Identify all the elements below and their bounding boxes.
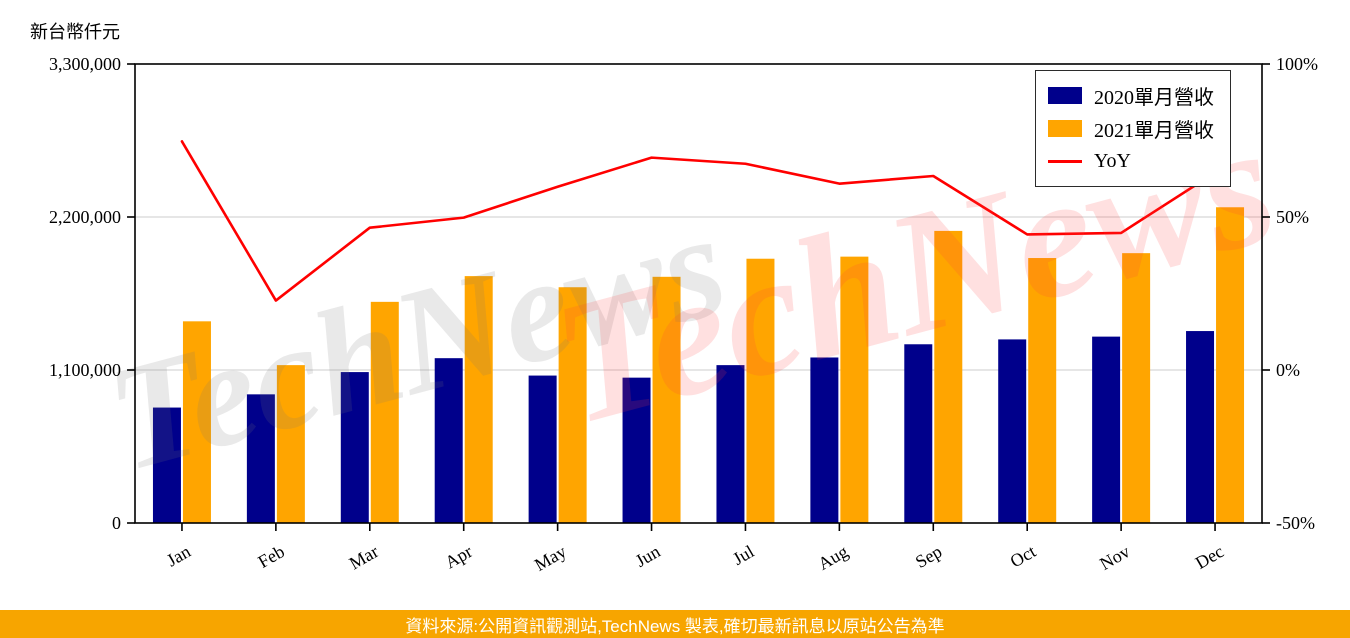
yoy-line — [180, 140, 1217, 302]
left-tick-label: 0 — [112, 513, 121, 533]
x-tick-label-Nov: Nov — [1096, 541, 1133, 574]
bar-2021單月營收-Mar — [370, 301, 399, 523]
left-axis-unit-label: 新台幣仟元 — [30, 22, 120, 42]
legend-label-yoy: YoY — [1094, 150, 1131, 172]
legend-label-2021: 2021單月營收 — [1094, 120, 1214, 142]
bar-2020單月營收-Jul — [716, 365, 745, 523]
legend-item-2021: 2021單月營收 — [1048, 112, 1214, 145]
x-tick-label-Jan: Jan — [163, 541, 194, 570]
right-tick-label: 100% — [1276, 54, 1318, 74]
x-tick-label-Oct: Oct — [1007, 541, 1040, 571]
x-tick-label-Dec: Dec — [1192, 541, 1227, 573]
bar-2021單月營收-Apr — [464, 276, 493, 523]
bar-2021單月營收-Feb — [276, 365, 305, 523]
left-tick-label: 3,300,000 — [49, 54, 121, 74]
source-footer-bar: 資料來源:公開資訊觀測站,TechNews 製表,確切最新訊息以原站公告為準 — [0, 610, 1350, 638]
bar-2021單月營收-Jul — [746, 258, 775, 523]
legend-swatch-yoy-line — [1048, 160, 1082, 163]
legend-item-2020: 2020單月營收 — [1048, 79, 1214, 112]
x-tick-label-Mar: Mar — [346, 541, 382, 573]
x-tick-label-May: May — [531, 541, 570, 575]
x-tick-label-Apr: Apr — [441, 541, 475, 572]
bar-2021單月營收-May — [558, 287, 587, 523]
bar-2021單月營收-Oct — [1028, 258, 1057, 523]
x-tick-label-Aug: Aug — [815, 541, 852, 574]
bar-2020單月營收-Dec — [1186, 331, 1215, 523]
plot-frame — [134, 63, 1263, 524]
bar-2021單月營收-Nov — [1122, 253, 1151, 523]
bar-2020單月營收-Feb — [246, 394, 275, 523]
bar-2020單月營收-Jun — [622, 377, 651, 523]
left-tick-label: 1,100,000 — [49, 360, 121, 380]
source-footer-text: 資料來源:公開資訊觀測站,TechNews 製表,確切最新訊息以原站公告為準 — [405, 616, 945, 636]
bar-2020單月營收-May — [528, 375, 557, 523]
right-tick-label: 50% — [1276, 207, 1309, 227]
legend-swatch-2021-bar — [1048, 120, 1082, 137]
bar-2021單月營收-Dec — [1216, 207, 1245, 523]
legend-label-2020: 2020單月營收 — [1094, 87, 1214, 109]
chart-legend: 2020單月營收 2021單月營收 YoY — [1035, 70, 1231, 187]
legend-item-yoy: YoY — [1048, 145, 1214, 178]
left-tick-label: 2,200,000 — [49, 207, 121, 227]
bar-2021單月營收-Jan — [182, 321, 211, 523]
bar-2021單月營收-Sep — [934, 230, 963, 523]
bar-2020單月營收-Jan — [152, 407, 181, 523]
right-tick-label: -50% — [1276, 513, 1315, 533]
bar-2020單月營收-Apr — [434, 358, 463, 523]
bar-2020單月營收-Aug — [810, 357, 839, 523]
legend-swatch-2020-bar — [1048, 87, 1082, 104]
bar-2020單月營收-Nov — [1092, 336, 1121, 523]
x-tick-label-Jun: Jun — [632, 541, 664, 571]
bar-2020單月營收-Sep — [904, 344, 933, 523]
bar-2020單月營收-Mar — [340, 372, 369, 523]
bar-2021單月營收-Jun — [652, 276, 681, 523]
right-tick-label: 0% — [1276, 360, 1300, 380]
bar-2021單月營收-Aug — [840, 256, 869, 523]
x-tick-label-Jul: Jul — [729, 541, 757, 569]
x-tick-label-Sep: Sep — [912, 541, 945, 572]
bar-2020單月營收-Oct — [998, 339, 1027, 523]
x-tick-label-Feb: Feb — [254, 541, 287, 572]
